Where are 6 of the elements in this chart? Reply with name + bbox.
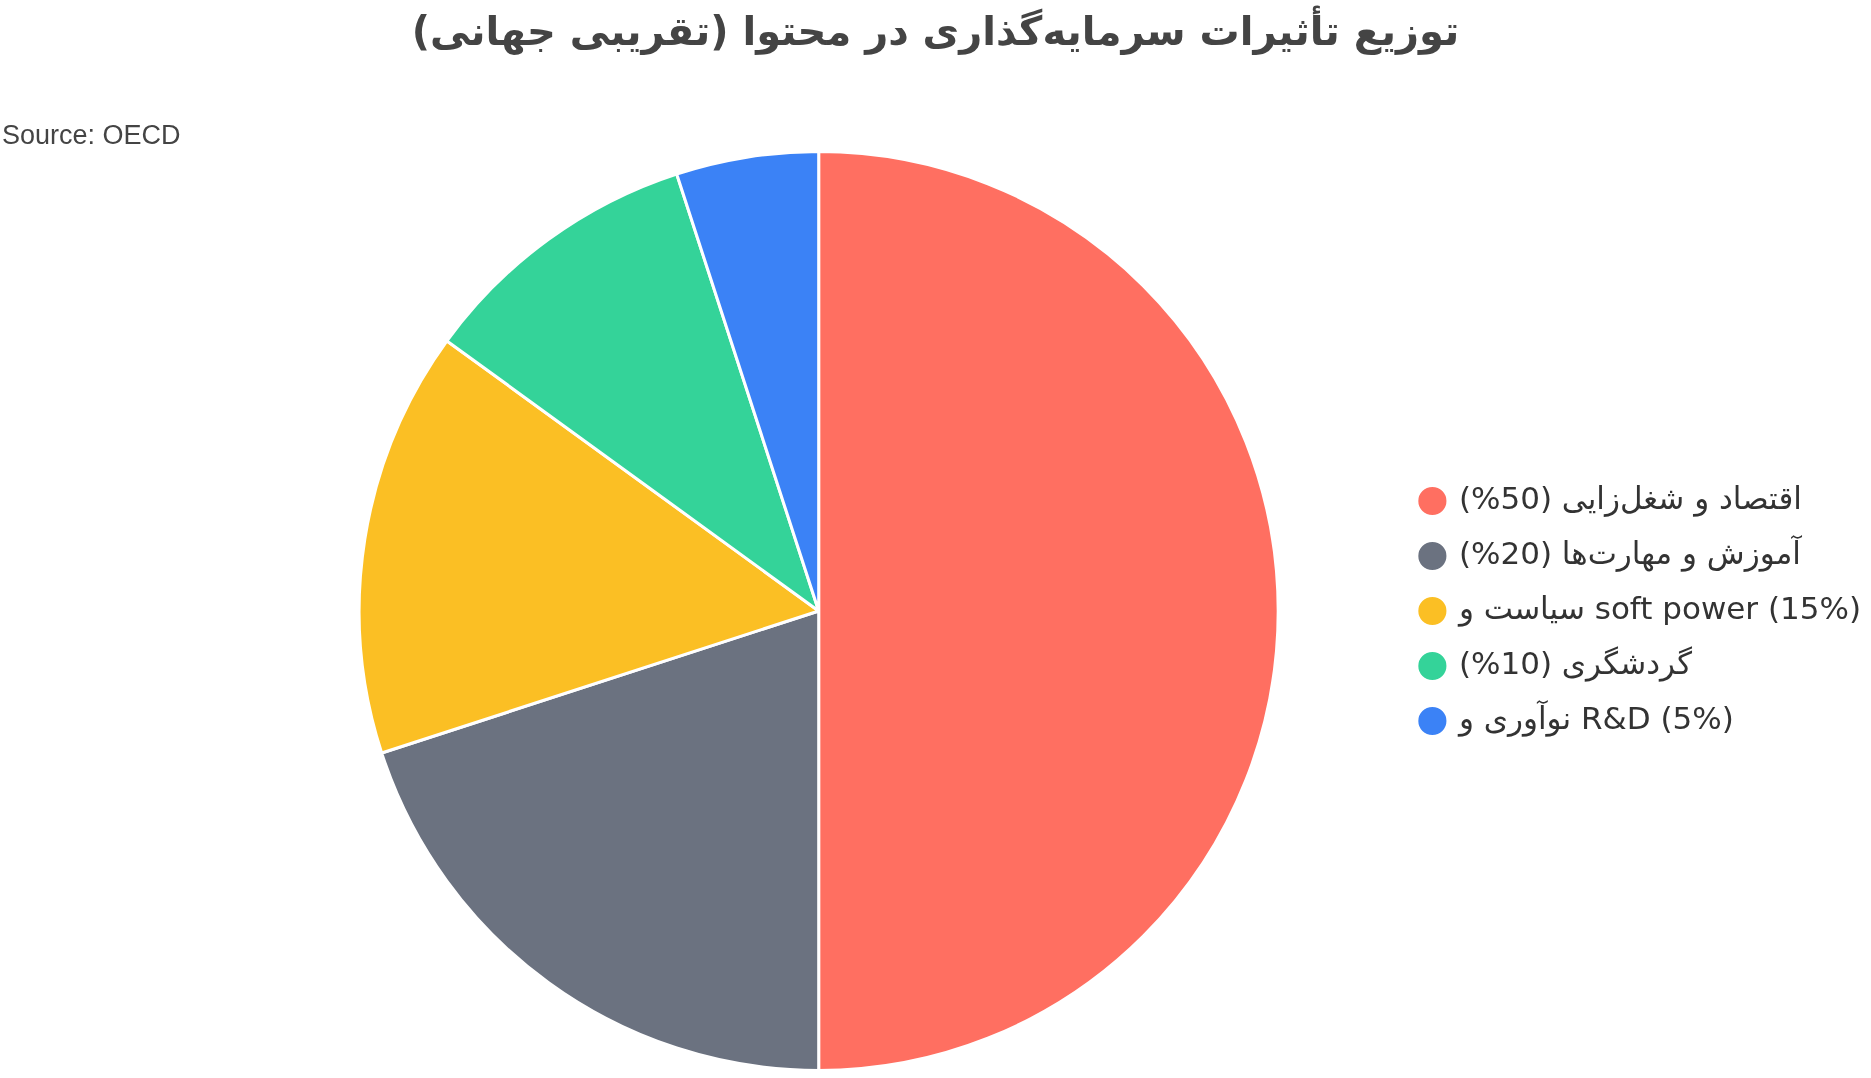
- legend-label: سیاست و soft power (15%): [1456, 590, 1861, 628]
- legend-label: اقتصاد و شغل‌زایی (50%): [1458, 480, 1802, 518]
- legend-label: گردشگری (10%): [1458, 645, 1693, 683]
- legend-label: نوآوری و R&D (5%): [1456, 699, 1734, 738]
- source-note: Source: OECD: [2, 120, 181, 151]
- legend-label: آموزش و مهارت‌ها (20%): [1458, 534, 1803, 573]
